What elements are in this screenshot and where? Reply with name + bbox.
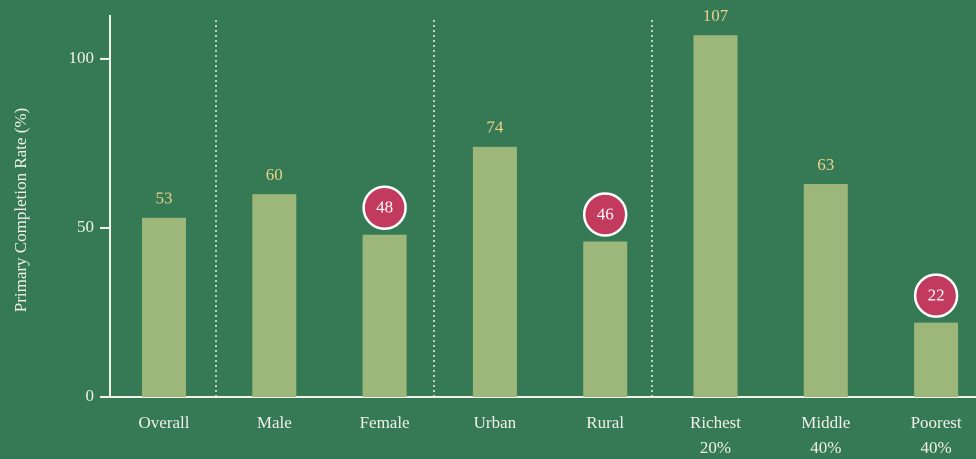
bar (914, 322, 959, 397)
bar (252, 194, 297, 397)
x-tick-label: Poorest (911, 413, 962, 432)
x-tick-label: Richest (690, 413, 741, 432)
value-label: 74 (486, 118, 504, 137)
y-tick-label: 50 (77, 217, 94, 236)
x-tick-label: Urban (474, 413, 517, 432)
x-tick-label: Middle (801, 413, 850, 432)
value-label: 107 (703, 6, 729, 25)
y-tick-label: 0 (86, 386, 95, 405)
value-label: 46 (597, 204, 614, 223)
bar (803, 184, 848, 397)
value-label: 22 (928, 286, 945, 305)
x-tick-label: 40% (921, 438, 952, 457)
y-axis-label: Primary Completion Rate (%) (11, 108, 30, 312)
bar (583, 241, 628, 397)
y-tick-label: 100 (69, 48, 95, 67)
highlight-badge (582, 192, 628, 237)
x-tick-label: Male (257, 413, 292, 432)
x-tick-label: Female (360, 413, 410, 432)
value-label: 53 (156, 189, 173, 208)
x-tick-label: 40% (810, 438, 841, 457)
x-tick-label: Overall (139, 413, 190, 432)
highlight-badge (913, 273, 959, 318)
bar (693, 35, 738, 398)
highlight-badge (362, 185, 407, 230)
value-label: 48 (376, 198, 393, 217)
value-label: 63 (817, 155, 834, 174)
value-label: 60 (266, 165, 283, 184)
bar (472, 146, 517, 397)
x-tick-label: 20% (700, 438, 731, 457)
bar (142, 217, 186, 397)
x-tick-label: Rural (586, 413, 624, 432)
bar (362, 234, 407, 397)
